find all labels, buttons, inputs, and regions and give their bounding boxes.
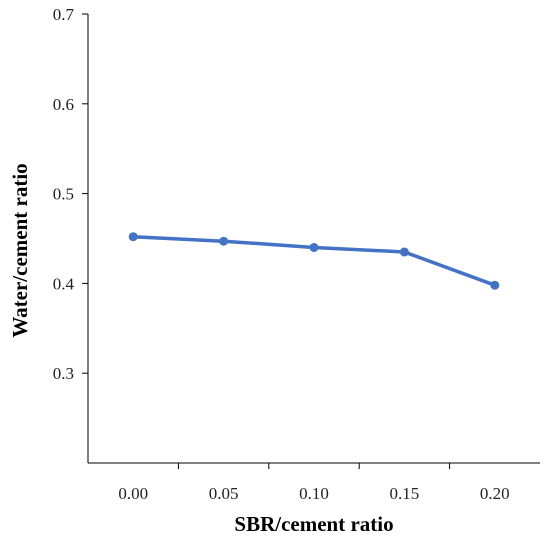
y-tick-label: 0.3: [53, 364, 74, 383]
data-point: [399, 247, 409, 257]
axes: [87, 14, 540, 464]
x-axis-title: SBR/cement ratio: [234, 512, 393, 536]
series-group: [128, 232, 500, 290]
x-tick-label: 0.20: [480, 484, 510, 503]
data-point: [128, 232, 138, 242]
data-point: [219, 236, 229, 246]
x-tick-label: 0.05: [209, 484, 239, 503]
y-tick-group: 0.3 0.4 0.5 0.6 0.7: [53, 5, 88, 383]
x-tick-group: 0.00 0.05 0.10 0.15 0.20: [118, 463, 510, 503]
x-tick-label: 0.10: [299, 484, 329, 503]
y-tick-label: 0.4: [53, 274, 75, 293]
data-point: [309, 242, 319, 252]
y-tick-label: 0.5: [53, 185, 74, 204]
y-tick-label: 0.6: [53, 95, 74, 114]
data-point: [490, 280, 500, 290]
y-tick-label: 0.7: [53, 5, 75, 24]
x-tick-label: 0.15: [390, 484, 420, 503]
x-tick-label: 0.00: [118, 484, 148, 503]
y-axis-title: Water/cement ratio: [8, 163, 32, 337]
